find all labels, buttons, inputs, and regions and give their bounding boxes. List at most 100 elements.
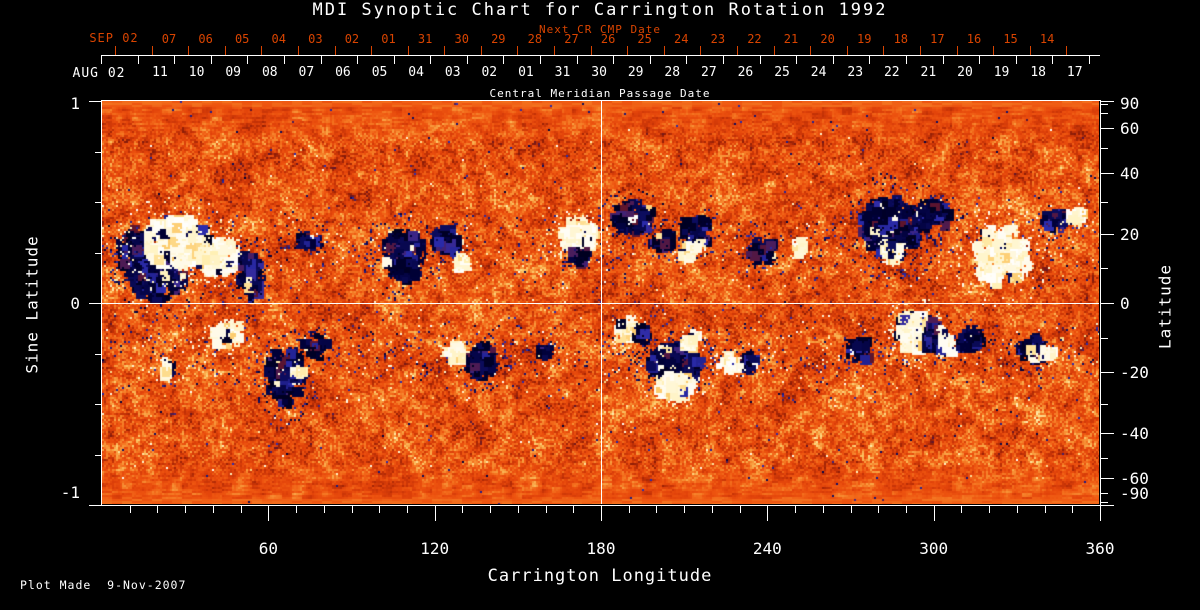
cmp-day-tick <box>613 55 615 64</box>
next-cr-day-tick <box>480 46 482 55</box>
right-axis-title: Latitude <box>1155 263 1175 350</box>
lon-minor-tick <box>545 505 547 513</box>
cmp-day-label: 08 <box>261 65 278 80</box>
lat-tick-label: -60 <box>1120 468 1149 488</box>
next-cr-day-tick <box>1066 46 1068 55</box>
lon-tick-label: 120 <box>420 539 450 558</box>
next-cr-day-label: 22 <box>747 32 762 46</box>
lon-minor-tick <box>711 505 713 513</box>
sine-lat-minor-tick <box>95 454 102 456</box>
cmp-day-label: 05 <box>371 65 388 80</box>
next-cr-day-tick <box>371 46 373 55</box>
cmp-day-label: 07 <box>298 65 315 80</box>
sine-lat-minor-tick <box>95 202 102 203</box>
lon-minor-tick <box>961 505 963 513</box>
lon-major-tick <box>601 505 602 521</box>
sine-lat-major-tick <box>89 505 102 506</box>
magnetogram-image <box>102 101 1099 504</box>
next-cr-day-label: 07 <box>161 32 177 46</box>
next-cr-day-tick <box>188 46 190 55</box>
lon-minor-tick <box>379 505 381 513</box>
cmp-axis-title: Central Meridian Passage Date <box>489 87 711 100</box>
cmp-day-tick <box>979 55 981 64</box>
lat-major-tick <box>1101 505 1114 506</box>
next-cr-day-label: 14 <box>1039 32 1055 46</box>
lon-major-tick <box>1100 505 1101 521</box>
cmp-day-label: 01 <box>518 65 534 80</box>
cmp-day-label: 18 <box>1030 65 1046 80</box>
sine-lat-tick-label: -1 <box>60 483 80 502</box>
next-cr-day-label: 01 <box>381 32 396 46</box>
lat-tick-label: 90 <box>1120 94 1140 113</box>
cmp-day-tick <box>320 55 322 64</box>
lon-minor-tick <box>240 505 242 513</box>
left-axis-title: Sine Latitude <box>22 235 42 374</box>
cmp-day-tick <box>393 55 395 64</box>
cmp-day-tick <box>869 55 871 64</box>
next-cr-day-tick <box>297 46 299 55</box>
meridian-180-line <box>601 101 602 504</box>
lon-major-tick <box>933 505 935 521</box>
lon-minor-tick <box>157 505 159 513</box>
next-cr-day-label: 26 <box>600 32 616 46</box>
next-cr-day-label: 24 <box>674 32 689 46</box>
lat-tick-label: -90 <box>1120 484 1149 503</box>
bottom-axis-title: Carrington Longitude <box>487 566 713 586</box>
lat-minor-tick <box>1101 148 1108 150</box>
cmp-day-tick <box>247 55 249 64</box>
next-cr-day-label: 25 <box>637 32 652 46</box>
cmp-day-label: 29 <box>627 65 644 80</box>
next-cr-day-tick <box>517 46 519 55</box>
top-date-axis-line <box>102 55 1100 56</box>
cmp-day-tick <box>540 55 542 64</box>
lon-minor-tick <box>795 505 797 513</box>
lat-tick-label: -20 <box>1120 363 1149 383</box>
cmp-day-tick <box>283 55 285 64</box>
cmp-day-label: 03 <box>444 65 461 80</box>
cmp-day-label: 17 <box>1066 65 1083 80</box>
lon-minor-tick <box>628 505 630 513</box>
sine-lat-minor-tick <box>95 353 102 355</box>
lon-major-tick <box>767 505 769 521</box>
next-cr-day-label: 05 <box>234 32 250 46</box>
cmp-day-tick <box>137 55 139 64</box>
cmp-day-tick <box>357 55 359 64</box>
next-cr-day-label: 29 <box>491 32 506 46</box>
cmp-day-label: 30 <box>591 65 607 80</box>
cmp-day-label: 06 <box>335 65 351 80</box>
cmp-day-tick <box>832 55 834 64</box>
lat-major-tick <box>1101 233 1114 235</box>
lon-major-tick <box>434 505 436 521</box>
next-cr-day-tick <box>773 46 775 55</box>
lat-minor-tick <box>1101 104 1108 106</box>
cmp-day-tick <box>905 55 907 64</box>
cmp-day-tick <box>759 55 761 64</box>
next-cr-day-label: 21 <box>783 32 799 46</box>
cmp-day-label: 19 <box>993 65 1010 80</box>
cmp-day-label: 25 <box>774 65 790 80</box>
cmp-day-label: 02 <box>481 65 498 80</box>
lon-minor-tick <box>129 505 131 513</box>
plot-frame <box>101 100 1101 506</box>
cmp-day-tick <box>942 55 944 64</box>
sine-lat-minor-tick <box>95 151 102 153</box>
next-cr-day-label: 30 <box>454 32 469 46</box>
cmp-day-label: 26 <box>737 65 754 80</box>
lon-minor-tick <box>490 505 492 513</box>
lon-minor-tick <box>656 505 658 513</box>
next-cr-day-label: 18 <box>893 32 909 46</box>
lat-minor-tick <box>1101 113 1108 115</box>
lon-minor-tick <box>185 505 187 513</box>
sine-lat-tick-label: 1 <box>70 94 80 113</box>
next-cr-day-tick <box>554 46 556 55</box>
lon-minor-tick <box>989 505 991 513</box>
lat-major-tick <box>1101 477 1114 479</box>
next-cr-day-tick <box>627 46 629 55</box>
lat-tick-label: -40 <box>1120 423 1149 443</box>
cmp-day-label: 09 <box>225 65 241 80</box>
page-title: MDI Synoptic Chart for Carrington Rotati… <box>312 0 888 20</box>
cmp-day-tick <box>174 55 176 64</box>
lat-major-tick <box>1101 101 1114 102</box>
lon-minor-tick <box>462 505 464 513</box>
